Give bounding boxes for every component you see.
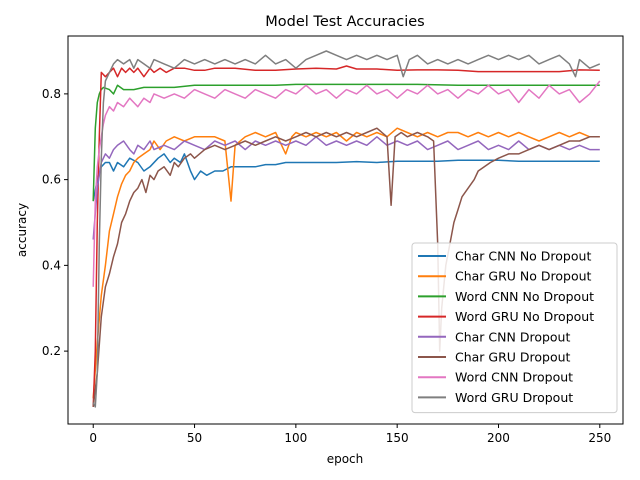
x-axis-label: epoch xyxy=(327,452,364,466)
x-tick-label: 50 xyxy=(187,431,202,445)
legend-label: Char CNN No Dropout xyxy=(455,249,591,264)
y-axis-label: accuracy xyxy=(15,203,29,257)
x-tick-label: 100 xyxy=(284,431,307,445)
x-tick-label: 200 xyxy=(487,431,510,445)
series-line-6 xyxy=(92,127,600,407)
x-tick-label: 0 xyxy=(89,431,97,445)
series-line-3 xyxy=(92,83,600,202)
y-tick-label: 0.6 xyxy=(42,173,61,187)
series-line-8 xyxy=(92,50,601,408)
x-tick-label: 150 xyxy=(386,431,409,445)
legend-label: Char GRU Dropout xyxy=(455,350,571,365)
series-line-7 xyxy=(92,80,601,287)
series-line-2 xyxy=(92,127,600,399)
y-tick-label: 0.8 xyxy=(42,87,61,101)
plot-frame xyxy=(67,35,624,425)
legend-label: Word CNN No Dropout xyxy=(455,289,594,304)
y-tick-label: 0.4 xyxy=(42,258,61,272)
legend-label: Word GRU Dropout xyxy=(455,390,573,405)
series-line-4 xyxy=(92,65,600,407)
legend-box xyxy=(411,242,618,414)
legend-label: Char CNN Dropout xyxy=(455,329,570,344)
plot-area xyxy=(67,35,624,425)
legend-label: Word GRU No Dropout xyxy=(455,309,594,324)
legend-label: Word CNN Dropout xyxy=(455,370,573,385)
series-line-5 xyxy=(92,136,600,240)
legend: Char CNN No Dropout Char GRU No Dropout Wo… xyxy=(411,242,618,414)
x-tick-label: 250 xyxy=(588,431,611,445)
series-line-1 xyxy=(92,153,600,202)
legend-label: Char GRU No Dropout xyxy=(455,269,592,284)
x-axis: 0 50 100 150 200 250 xyxy=(89,424,611,445)
y-tick-label: 0.2 xyxy=(42,344,61,358)
chart-title: Model Test Accuracies xyxy=(265,14,424,30)
y-axis: 0.2 0.4 0.6 0.8 xyxy=(42,87,68,358)
series-lines xyxy=(92,50,601,408)
